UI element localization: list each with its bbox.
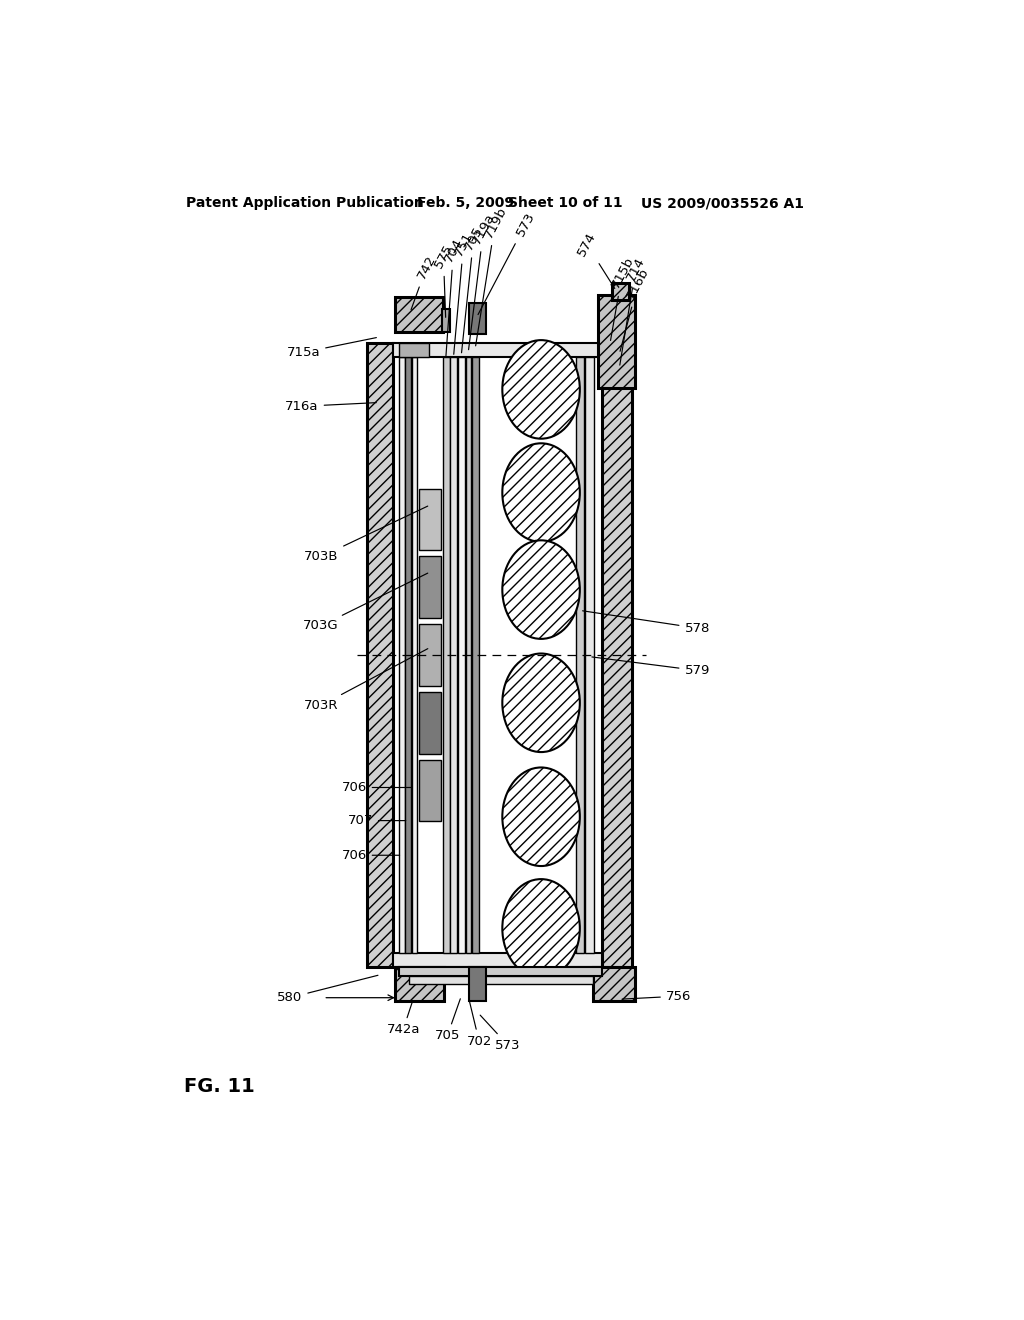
Text: 719b: 719b xyxy=(475,205,509,346)
Text: 719a: 719a xyxy=(469,210,498,350)
Bar xyxy=(458,358,465,953)
Text: 702: 702 xyxy=(466,999,492,1048)
Text: 703G: 703G xyxy=(303,573,428,632)
Bar xyxy=(451,358,458,953)
Bar xyxy=(420,692,441,754)
Text: 705: 705 xyxy=(462,224,485,352)
Text: 573: 573 xyxy=(480,1015,520,1052)
Text: 756: 756 xyxy=(623,990,691,1003)
Bar xyxy=(399,358,404,953)
Bar xyxy=(466,358,471,953)
Text: 704: 704 xyxy=(441,236,465,356)
Bar xyxy=(469,966,486,1001)
Text: 707: 707 xyxy=(347,814,406,828)
Text: 706: 706 xyxy=(341,849,399,862)
Text: Sheet 10 of 11: Sheet 10 of 11 xyxy=(508,197,623,210)
Bar xyxy=(420,624,441,686)
Text: US 2009/0035526 A1: US 2009/0035526 A1 xyxy=(641,197,804,210)
Text: FG. 11: FG. 11 xyxy=(183,1077,255,1096)
Bar xyxy=(442,309,451,333)
Ellipse shape xyxy=(503,540,580,639)
Text: 578: 578 xyxy=(583,611,710,635)
Text: 715a: 715a xyxy=(287,338,377,359)
Text: 742: 742 xyxy=(411,253,438,310)
Text: 706: 706 xyxy=(341,781,412,795)
Bar xyxy=(611,284,629,300)
Text: 574: 574 xyxy=(575,230,614,289)
Text: 716b: 716b xyxy=(621,265,651,351)
Text: 716a: 716a xyxy=(285,400,377,413)
Bar xyxy=(394,966,444,1001)
Ellipse shape xyxy=(503,444,580,541)
Bar xyxy=(420,557,441,618)
Bar xyxy=(399,343,429,358)
Text: 703R: 703R xyxy=(304,648,428,711)
Bar xyxy=(575,358,585,953)
Text: 714: 714 xyxy=(620,255,647,366)
Ellipse shape xyxy=(503,341,580,438)
Bar xyxy=(420,760,441,821)
Text: 579: 579 xyxy=(592,657,710,677)
Bar xyxy=(394,297,442,333)
Text: Patent Application Publication: Patent Application Publication xyxy=(186,197,424,210)
Bar xyxy=(367,343,393,966)
Bar xyxy=(602,343,632,966)
Text: 575: 575 xyxy=(432,242,455,317)
Ellipse shape xyxy=(503,653,580,752)
Bar xyxy=(399,966,602,977)
Ellipse shape xyxy=(503,879,580,978)
Bar xyxy=(406,358,411,953)
Bar xyxy=(409,977,593,983)
Bar xyxy=(598,296,635,388)
Text: 705: 705 xyxy=(434,999,461,1043)
Text: 703B: 703B xyxy=(304,506,428,564)
Bar xyxy=(472,358,479,953)
Text: 742a: 742a xyxy=(386,1002,420,1036)
Text: Feb. 5, 2009: Feb. 5, 2009 xyxy=(417,197,514,210)
Bar xyxy=(412,358,417,953)
Bar xyxy=(393,953,602,966)
Ellipse shape xyxy=(503,767,580,866)
Text: 573: 573 xyxy=(478,210,538,314)
Bar xyxy=(586,358,594,953)
Text: 715b: 715b xyxy=(608,255,636,341)
Text: 751: 751 xyxy=(452,230,475,354)
Text: 580: 580 xyxy=(278,975,378,1005)
Bar xyxy=(469,304,486,334)
Bar xyxy=(593,966,635,1001)
Bar xyxy=(442,358,450,953)
Bar xyxy=(393,343,602,358)
Bar xyxy=(420,488,441,550)
